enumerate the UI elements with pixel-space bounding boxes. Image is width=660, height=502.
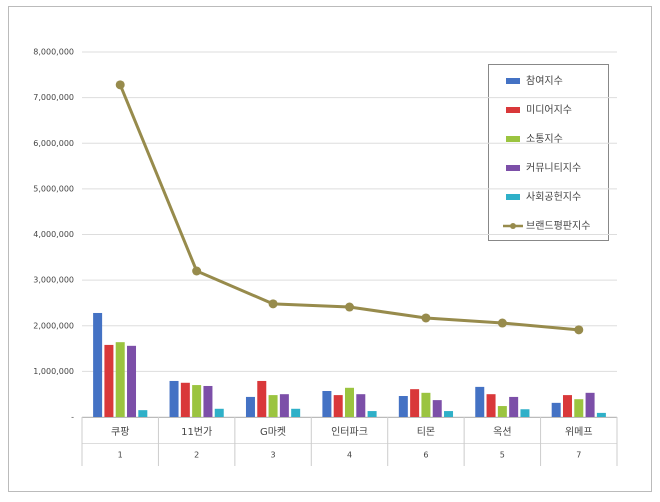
bar bbox=[520, 409, 530, 417]
x-rank-label: 6 bbox=[423, 451, 428, 460]
bar bbox=[486, 394, 496, 417]
x-rank-label: 5 bbox=[500, 451, 505, 460]
x-tick-label: 쿠팡 bbox=[111, 426, 129, 438]
bar bbox=[127, 345, 137, 417]
y-tick-label: 6,000,000 bbox=[33, 139, 74, 148]
line-marker bbox=[345, 302, 354, 312]
bar bbox=[398, 396, 408, 417]
bar bbox=[322, 390, 332, 417]
legend-box bbox=[488, 64, 609, 241]
legend-swatch bbox=[506, 107, 520, 113]
y-tick-label: 2,000,000 bbox=[33, 321, 74, 330]
bar bbox=[432, 400, 442, 417]
y-tick-label: 4,000,000 bbox=[33, 230, 74, 239]
legend-label: 참여지수 bbox=[526, 75, 563, 87]
bar bbox=[93, 312, 103, 417]
y-tick-label: 8,000,000 bbox=[33, 48, 74, 57]
legend-label: 브랜드평판지수 bbox=[526, 220, 590, 232]
bar bbox=[585, 392, 595, 417]
y-tick-label: 7,000,000 bbox=[33, 93, 74, 102]
bar bbox=[475, 386, 485, 417]
y-tick-label: 1,000,000 bbox=[33, 367, 74, 376]
bar bbox=[291, 408, 301, 417]
bar bbox=[245, 396, 255, 417]
bar bbox=[421, 392, 431, 417]
bar bbox=[574, 399, 584, 417]
line-marker bbox=[421, 313, 431, 323]
x-rank-label: 2 bbox=[194, 451, 199, 460]
line-marker bbox=[115, 80, 125, 90]
bar bbox=[169, 380, 179, 417]
bar bbox=[180, 382, 190, 417]
bar bbox=[257, 380, 267, 417]
x-tick-label: 위메프 bbox=[565, 425, 593, 438]
y-tick-label: - bbox=[71, 413, 74, 422]
y-tick-label: 5,000,000 bbox=[33, 184, 74, 193]
x-tick-label: G마켓 bbox=[260, 426, 286, 438]
bar bbox=[356, 394, 366, 417]
x-rank-label: 1 bbox=[118, 451, 123, 460]
bar bbox=[203, 385, 213, 417]
bar bbox=[268, 395, 278, 417]
x-tick-label: 티몬 bbox=[417, 426, 435, 438]
legend-label: 사회공헌지수 bbox=[526, 191, 581, 203]
legend-label: 커뮤니티지수 bbox=[526, 162, 581, 174]
legend-label: 소통지수 bbox=[526, 133, 563, 145]
line-marker bbox=[268, 299, 278, 309]
bar bbox=[367, 411, 377, 417]
bar bbox=[345, 387, 354, 417]
bar bbox=[509, 396, 519, 417]
bar bbox=[104, 344, 114, 417]
bar bbox=[279, 394, 289, 417]
bar bbox=[115, 342, 125, 417]
legend-swatch bbox=[506, 165, 520, 171]
x-rank-label: 4 bbox=[347, 451, 352, 460]
legend-swatch bbox=[506, 194, 520, 200]
legend-swatch bbox=[506, 136, 520, 142]
bar bbox=[410, 389, 420, 417]
legend-swatch bbox=[506, 78, 520, 84]
line-marker bbox=[192, 266, 202, 276]
legend-label: 미디어지수 bbox=[526, 104, 572, 116]
bar bbox=[138, 410, 148, 417]
bar bbox=[192, 385, 202, 417]
x-tick-label: 옥션 bbox=[493, 426, 511, 438]
legend-marker bbox=[510, 223, 516, 229]
bar bbox=[551, 402, 561, 417]
bar bbox=[333, 395, 343, 417]
x-rank-label: 7 bbox=[576, 451, 581, 460]
bar bbox=[596, 412, 606, 417]
x-rank-label: 3 bbox=[271, 451, 276, 460]
x-tick-label: 인터파크 bbox=[331, 426, 368, 438]
bar bbox=[214, 408, 224, 417]
bar bbox=[562, 395, 572, 417]
line-marker bbox=[497, 318, 507, 328]
x-tick-label: 11번가 bbox=[181, 426, 212, 438]
bar bbox=[497, 406, 507, 417]
line-marker bbox=[574, 325, 584, 335]
y-tick-label: 3,000,000 bbox=[33, 276, 74, 285]
bar bbox=[444, 411, 454, 417]
